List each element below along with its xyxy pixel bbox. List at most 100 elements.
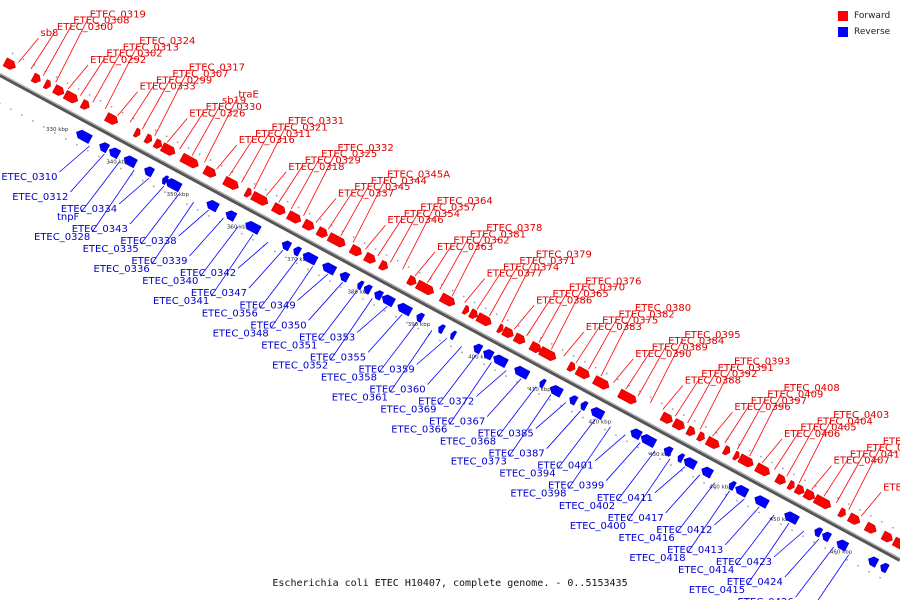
reverse-gene-label: ETEC_0368 bbox=[440, 437, 496, 448]
leader-line bbox=[835, 452, 865, 504]
leader-line bbox=[784, 538, 820, 578]
reverse-swatch bbox=[838, 27, 848, 37]
reverse-gene-label: ETEC_0385 bbox=[478, 429, 534, 440]
forward-gene-label: ETEC_0317 bbox=[189, 63, 245, 74]
leader-line bbox=[352, 179, 386, 243]
leader-line bbox=[427, 245, 452, 283]
reverse-gene-label: ETEC_0343 bbox=[72, 224, 128, 235]
leader-line bbox=[605, 442, 641, 481]
reverse-gene bbox=[640, 434, 658, 449]
tick-label: 400 kbp bbox=[468, 355, 491, 361]
leader-line bbox=[142, 78, 171, 130]
forward-gene-label: ETEC_0379 bbox=[536, 250, 592, 261]
leader-line bbox=[438, 354, 477, 405]
leader-line bbox=[724, 405, 750, 444]
leader-line bbox=[761, 438, 783, 464]
forward-gene bbox=[528, 340, 542, 354]
forward-gene-label: ETEC_0396 bbox=[734, 402, 790, 413]
reverse-gene bbox=[784, 511, 800, 525]
reverse-gene-label: ETEC_0338 bbox=[120, 236, 176, 247]
leader-line bbox=[210, 233, 254, 297]
leader-line bbox=[439, 239, 469, 290]
leader-line bbox=[674, 378, 700, 417]
forward-gene bbox=[837, 507, 846, 518]
leader-line bbox=[476, 370, 507, 397]
leader-line bbox=[290, 158, 320, 210]
reverse-gene-label: ETEC_0356 bbox=[202, 308, 258, 319]
leader-line bbox=[248, 249, 284, 289]
leader-line bbox=[416, 338, 447, 365]
forward-gene bbox=[285, 210, 302, 224]
forward-gene-label: ETEC_0337 bbox=[338, 189, 394, 200]
reverse-gene-label: ETEC_0387 bbox=[489, 449, 545, 460]
forward-gene-label: ETEC_0386 bbox=[536, 295, 592, 306]
forward-gene-label: ETEC_0318 bbox=[288, 162, 344, 173]
reverse-gene-label: ETEC_0352 bbox=[272, 360, 328, 371]
forward-gene bbox=[62, 89, 79, 104]
leader-line bbox=[378, 322, 418, 373]
forward-gene-label: ETEC_0311 bbox=[255, 129, 311, 140]
leader-line bbox=[191, 105, 221, 156]
leader-line bbox=[414, 251, 436, 277]
tick-label: 450 kbp bbox=[770, 517, 793, 523]
tick-label: 340 kbp bbox=[106, 160, 129, 166]
forward-gene bbox=[179, 152, 199, 169]
forward-gene-label: ETEC_0407 bbox=[834, 456, 890, 467]
legend-label-forward: Forward bbox=[854, 11, 891, 21]
tick-label: 360 kbp bbox=[227, 225, 250, 231]
forward-gene bbox=[414, 279, 434, 296]
reverse-gene-label: ETEC_0349 bbox=[240, 300, 296, 311]
forward-gene-label: ETEC_0403 bbox=[833, 410, 889, 421]
leader-line bbox=[616, 450, 656, 502]
genome-title: Escherichia coli ETEC H10407, complete g… bbox=[272, 578, 628, 589]
forward-gene-label: ETEC_0374 bbox=[503, 262, 559, 273]
forward-gene-label: ETEC_0292 bbox=[90, 55, 146, 66]
reverse-gene bbox=[144, 166, 156, 178]
leader-line bbox=[600, 312, 634, 377]
tick-label: 410 kbp bbox=[528, 387, 551, 393]
leader-line bbox=[253, 125, 287, 190]
forward-gene bbox=[891, 536, 900, 550]
reverse-gene bbox=[381, 294, 396, 308]
forward-gene bbox=[754, 462, 771, 477]
leader-line bbox=[67, 64, 89, 90]
reverse-gene bbox=[880, 562, 890, 574]
forward-gene-label: ETEC_0420 bbox=[866, 443, 900, 454]
forward-gene bbox=[30, 72, 41, 84]
leader-line bbox=[265, 171, 287, 197]
forward-gene-label: ETEC_0375 bbox=[602, 316, 658, 327]
forward-gene-label: ETEC_0324 bbox=[139, 36, 195, 47]
forward-gene bbox=[461, 304, 469, 315]
legend-label-reverse: Reverse bbox=[854, 27, 891, 37]
reverse-gene-label: ETEC_0340 bbox=[142, 276, 198, 287]
leader-line bbox=[749, 393, 782, 457]
forward-gene bbox=[243, 187, 252, 198]
forward-gene bbox=[475, 312, 492, 327]
forward-gene bbox=[566, 361, 576, 372]
reverse-gene-label: ETEC_0361 bbox=[332, 392, 388, 403]
leader-line bbox=[228, 138, 254, 177]
leader-line bbox=[489, 265, 518, 317]
forward-gene bbox=[704, 435, 720, 450]
leader-line bbox=[665, 474, 701, 514]
forward-gene bbox=[202, 165, 217, 178]
leader-line bbox=[798, 419, 832, 484]
reverse-gene bbox=[357, 280, 365, 291]
forward-gene bbox=[863, 521, 877, 534]
reverse-gene-label: ETEC_0402 bbox=[559, 501, 615, 512]
leader-line bbox=[860, 492, 882, 517]
forward-gene bbox=[619, 389, 637, 405]
reverse-gene-label: ETEC_0423 bbox=[716, 557, 772, 568]
reverse-gene bbox=[701, 466, 715, 479]
reverse-gene-label: ETEC_0411 bbox=[597, 493, 653, 504]
forward-gene bbox=[103, 112, 119, 125]
leader-line bbox=[497, 386, 537, 437]
leader-line bbox=[650, 339, 683, 403]
leader-line bbox=[712, 411, 733, 437]
leader-line bbox=[575, 325, 601, 363]
leader-line bbox=[356, 306, 388, 333]
leader-line bbox=[699, 366, 733, 430]
forward-gene-label: ETEC_0382 bbox=[619, 309, 675, 320]
forward-gene-label: ETEC_0326 bbox=[189, 108, 245, 119]
leader-line bbox=[179, 111, 204, 150]
